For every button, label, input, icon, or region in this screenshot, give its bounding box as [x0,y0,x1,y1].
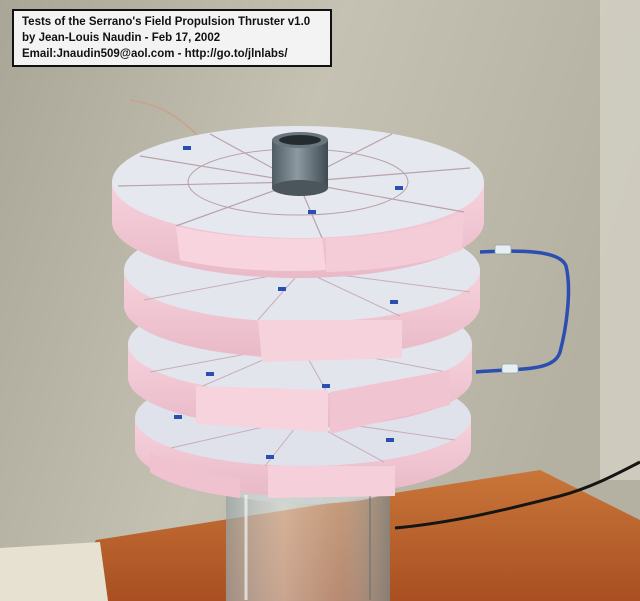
blue-wire [475,249,571,374]
paper-box [0,542,108,601]
wall-corner [600,0,640,480]
tube-connector [494,244,512,255]
copper-wire [129,99,201,139]
caption-contact: Email:Jnaudin509@aol.com - http://go.to/… [22,48,288,60]
caption-box: Tests of the Serrano's Field Propulsion … [12,9,332,67]
blue-tape-joints [174,146,403,459]
tube-connector-lower [501,363,519,374]
caption-title: Tests of the Serrano's Field Propulsion … [22,16,311,28]
caption-author: by Jean-Louis Naudin - Feb 17, 2002 [22,32,221,44]
black-cable [394,460,640,530]
central-pipe [272,132,328,196]
